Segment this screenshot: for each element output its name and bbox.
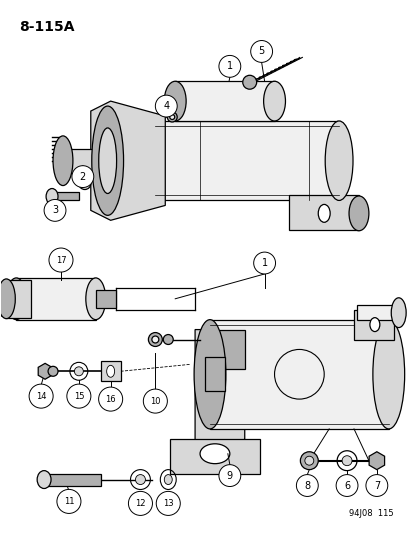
Circle shape [365,474,387,496]
Circle shape [29,384,53,408]
Ellipse shape [369,318,379,332]
Ellipse shape [98,128,116,193]
Ellipse shape [164,474,172,484]
Ellipse shape [325,121,352,200]
Ellipse shape [300,452,318,470]
Ellipse shape [167,112,177,122]
Text: 10: 10 [150,397,160,406]
Ellipse shape [304,456,313,465]
Circle shape [156,491,180,515]
Ellipse shape [53,136,73,185]
Ellipse shape [82,181,88,187]
Text: 11: 11 [64,497,74,506]
Text: 7: 7 [373,481,379,490]
Ellipse shape [148,333,162,346]
Text: 13: 13 [163,499,173,508]
Text: 9: 9 [226,471,233,481]
Polygon shape [289,196,358,230]
Polygon shape [368,452,384,470]
Ellipse shape [135,474,145,484]
Ellipse shape [0,279,15,319]
Polygon shape [155,121,338,200]
Ellipse shape [169,115,174,119]
Text: 1: 1 [226,61,233,71]
Polygon shape [195,359,214,399]
Ellipse shape [348,196,368,231]
Ellipse shape [318,205,330,222]
Ellipse shape [6,278,26,320]
Polygon shape [199,329,244,369]
Text: 94J08  115: 94J08 115 [348,510,393,518]
Ellipse shape [390,298,405,328]
Ellipse shape [242,75,256,89]
Circle shape [128,491,152,515]
Circle shape [335,474,357,496]
Circle shape [98,387,122,411]
Text: 14: 14 [36,392,46,401]
Ellipse shape [164,81,186,121]
Text: 6: 6 [343,481,349,490]
Polygon shape [38,364,52,379]
Circle shape [296,474,318,496]
Polygon shape [63,149,110,173]
Polygon shape [170,439,259,474]
Polygon shape [353,310,393,340]
Text: 3: 3 [52,205,58,215]
Circle shape [253,252,275,274]
Ellipse shape [78,177,90,190]
Text: 5: 5 [258,46,264,56]
Ellipse shape [48,366,58,376]
Circle shape [218,55,240,77]
Ellipse shape [263,81,285,121]
Circle shape [66,384,91,408]
Ellipse shape [74,367,83,376]
Polygon shape [55,192,78,200]
Ellipse shape [92,106,123,215]
Text: 1: 1 [261,258,267,268]
Text: 12: 12 [135,499,145,508]
Circle shape [44,199,66,221]
Text: 4: 4 [163,101,169,111]
Text: 8-115A: 8-115A [19,20,75,34]
Polygon shape [209,320,388,429]
Ellipse shape [152,336,159,343]
Text: 15: 15 [74,392,84,401]
Circle shape [250,41,272,62]
Ellipse shape [341,456,351,466]
Polygon shape [356,305,398,320]
Ellipse shape [37,471,51,489]
Circle shape [72,166,93,188]
Circle shape [155,95,177,117]
Text: 8: 8 [304,481,310,490]
Text: 2: 2 [80,172,86,182]
Polygon shape [6,280,31,318]
Polygon shape [95,290,115,308]
Ellipse shape [85,278,105,320]
Polygon shape [100,361,120,381]
Circle shape [143,389,167,413]
Ellipse shape [199,444,229,464]
Ellipse shape [372,320,404,429]
Text: 16: 16 [105,394,116,403]
Polygon shape [204,358,224,391]
Ellipse shape [46,189,58,205]
Circle shape [218,465,240,487]
Polygon shape [16,278,95,320]
Polygon shape [46,474,100,486]
Circle shape [49,248,73,272]
Ellipse shape [194,320,225,429]
Ellipse shape [163,335,173,344]
Polygon shape [175,81,274,121]
Polygon shape [90,101,165,220]
Polygon shape [195,329,244,469]
Ellipse shape [107,365,114,377]
Text: 17: 17 [55,255,66,264]
Circle shape [57,489,81,513]
